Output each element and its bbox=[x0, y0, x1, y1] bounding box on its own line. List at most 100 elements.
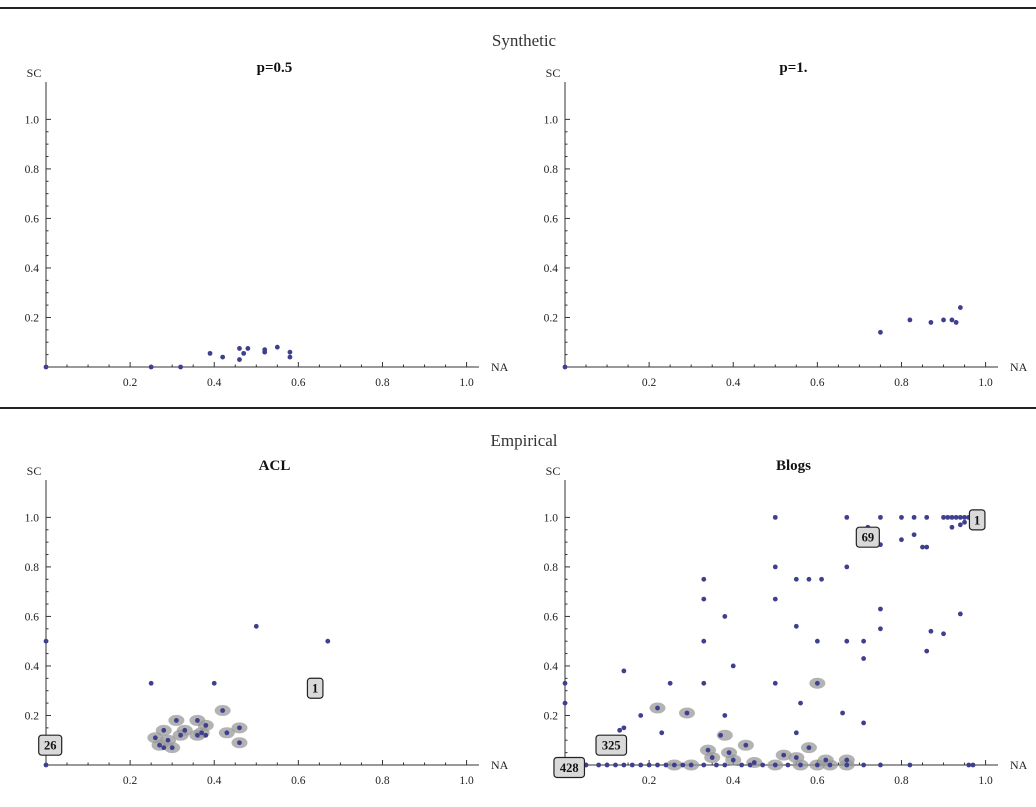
data-point bbox=[827, 762, 833, 768]
y-tick-label: 0.2 bbox=[544, 710, 559, 722]
annotation-1: 1 bbox=[306, 677, 324, 699]
data-point bbox=[680, 762, 686, 768]
annotation-box bbox=[38, 734, 63, 756]
x-axis-label: NA bbox=[491, 758, 509, 772]
data-point bbox=[920, 544, 925, 550]
data-point bbox=[957, 611, 963, 617]
x-tick-label: 0.6 bbox=[291, 775, 306, 787]
data-point bbox=[928, 628, 934, 634]
annotation-label: 26 bbox=[44, 739, 57, 753]
annotation-label: 69 bbox=[862, 531, 875, 545]
data-point bbox=[743, 742, 749, 748]
data-point bbox=[613, 762, 618, 768]
data-point bbox=[621, 762, 627, 768]
data-point bbox=[907, 317, 913, 323]
y-tick-label: 0.2 bbox=[25, 710, 40, 722]
data-point bbox=[165, 737, 171, 743]
data-point bbox=[684, 710, 690, 716]
data-point bbox=[962, 519, 967, 525]
data-point bbox=[709, 755, 715, 760]
chart-title-blogs: Blogs bbox=[776, 458, 811, 474]
data-point bbox=[911, 532, 917, 538]
data-point bbox=[798, 700, 803, 706]
data-point bbox=[814, 638, 820, 644]
y-tick-label: 0.2 bbox=[25, 312, 40, 324]
annotation-box bbox=[306, 677, 324, 699]
y-axis-label: SC bbox=[546, 464, 561, 478]
data-point bbox=[253, 623, 259, 629]
data-point bbox=[966, 762, 972, 768]
data-point bbox=[722, 762, 728, 768]
data-point bbox=[793, 576, 799, 582]
data-point bbox=[237, 357, 242, 362]
data-point bbox=[970, 762, 976, 768]
x-tick-label: 0.2 bbox=[123, 377, 138, 389]
x-tick-label: 0.8 bbox=[894, 377, 909, 389]
annotation-box bbox=[968, 509, 986, 531]
annotation-label: 325 bbox=[602, 739, 621, 753]
data-point bbox=[861, 720, 867, 726]
data-point bbox=[878, 514, 883, 520]
data-point bbox=[798, 762, 803, 768]
annotation-1: 1 bbox=[968, 509, 986, 531]
x-axis-label: NA bbox=[1010, 758, 1028, 772]
data-point bbox=[878, 762, 883, 768]
annotation-26: 26 bbox=[38, 734, 63, 756]
x-tick-label: 1.0 bbox=[978, 775, 993, 787]
x-tick-label: 0.4 bbox=[726, 377, 741, 389]
data-point bbox=[161, 727, 167, 733]
annotation-69: 69 bbox=[855, 526, 880, 548]
data-point bbox=[655, 705, 660, 711]
data-point bbox=[806, 745, 812, 751]
data-point bbox=[161, 745, 167, 751]
data-point bbox=[220, 354, 226, 360]
data-point bbox=[941, 317, 946, 323]
data-point bbox=[819, 576, 824, 582]
y-tick-label: 0.6 bbox=[544, 611, 559, 623]
y-axis-label: SC bbox=[27, 66, 42, 80]
x-tick-label: 0.8 bbox=[894, 775, 909, 787]
data-point bbox=[157, 742, 162, 748]
data-point bbox=[844, 757, 850, 763]
data-point bbox=[562, 700, 568, 706]
data-point bbox=[941, 631, 946, 637]
y-tick-label: 0.6 bbox=[25, 213, 40, 225]
y-tick-label: 0.8 bbox=[544, 164, 559, 176]
data-point bbox=[701, 576, 707, 582]
data-point bbox=[772, 680, 778, 686]
data-point bbox=[714, 762, 719, 768]
data-point bbox=[203, 722, 209, 728]
data-point bbox=[957, 305, 963, 310]
y-tick-label: 0.4 bbox=[25, 263, 40, 275]
x-tick-label: 0.6 bbox=[291, 377, 306, 389]
data-point bbox=[688, 762, 694, 768]
data-point bbox=[899, 537, 904, 543]
x-tick-label: 1.0 bbox=[459, 775, 474, 787]
data-point bbox=[701, 638, 707, 644]
data-point bbox=[199, 730, 205, 736]
y-tick-label: 1.0 bbox=[25, 114, 40, 126]
data-point bbox=[814, 762, 820, 768]
data-point bbox=[840, 710, 845, 716]
x-axis-label: NA bbox=[491, 360, 509, 374]
y-tick-label: 0.4 bbox=[544, 263, 559, 275]
data-point bbox=[203, 732, 209, 738]
data-point bbox=[781, 752, 787, 758]
x-tick-label: 0.4 bbox=[207, 775, 222, 787]
data-point bbox=[701, 680, 707, 686]
y-axis-label: SC bbox=[546, 66, 561, 80]
data-point bbox=[751, 760, 757, 765]
data-point bbox=[195, 732, 200, 738]
data-point bbox=[638, 713, 644, 718]
data-point bbox=[844, 564, 850, 570]
data-point bbox=[844, 514, 850, 520]
chart-title-p1: p=1. bbox=[779, 60, 807, 76]
data-point bbox=[43, 364, 49, 370]
section-title-synthetic: Synthetic bbox=[492, 31, 557, 50]
chart-title-acl: ACL bbox=[259, 458, 291, 474]
data-point bbox=[617, 727, 623, 733]
x-tick-label: 0.2 bbox=[642, 377, 657, 389]
data-point bbox=[861, 656, 867, 661]
